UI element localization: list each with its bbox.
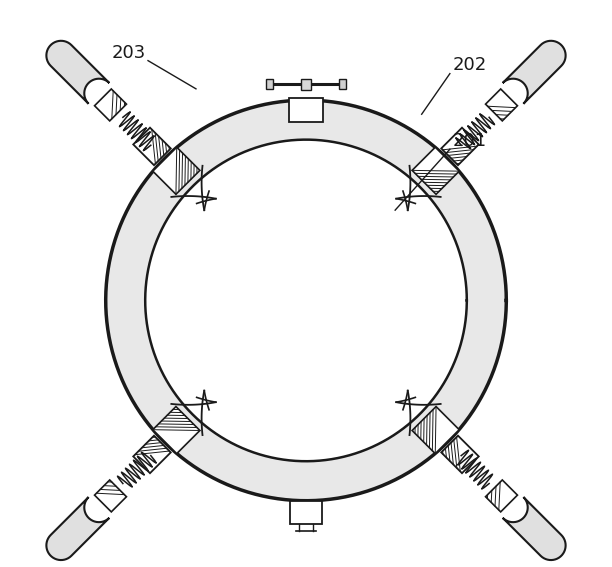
Polygon shape: [153, 407, 200, 454]
Polygon shape: [94, 89, 127, 121]
Polygon shape: [106, 100, 506, 501]
Text: 203: 203: [111, 44, 146, 62]
Polygon shape: [291, 501, 321, 524]
Polygon shape: [47, 497, 110, 560]
Polygon shape: [133, 435, 171, 473]
Polygon shape: [94, 480, 127, 512]
Polygon shape: [441, 435, 479, 473]
Polygon shape: [485, 89, 518, 121]
Polygon shape: [301, 79, 311, 90]
Polygon shape: [502, 497, 565, 560]
Polygon shape: [47, 41, 110, 104]
Polygon shape: [289, 98, 323, 121]
Polygon shape: [412, 407, 459, 454]
Polygon shape: [502, 41, 565, 104]
Polygon shape: [412, 147, 459, 194]
Polygon shape: [441, 128, 479, 165]
Text: 201: 201: [453, 132, 487, 150]
Polygon shape: [339, 79, 346, 90]
Polygon shape: [485, 480, 518, 512]
Polygon shape: [266, 79, 273, 90]
Polygon shape: [133, 128, 171, 165]
Text: 202: 202: [453, 56, 487, 74]
Polygon shape: [153, 147, 200, 194]
